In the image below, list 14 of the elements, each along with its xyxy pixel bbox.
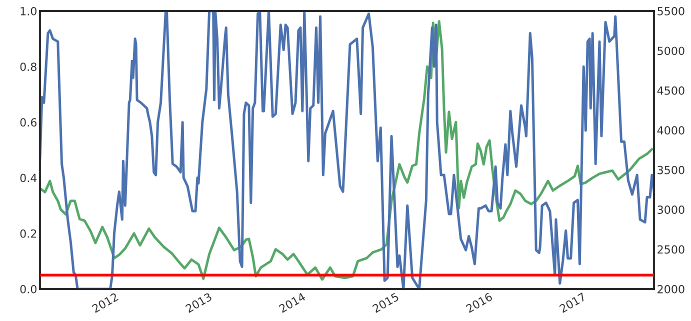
y2-tick-label: 5000 — [658, 46, 684, 56]
y2-tick-label: 2000 — [658, 284, 684, 294]
y2-tick-label: 5500 — [658, 6, 684, 16]
y-tick-label: 0.2 — [20, 229, 36, 238]
y-tick-label: 1.0 — [20, 6, 36, 16]
y2-tick-label: 4000 — [657, 126, 684, 135]
y2-tick-label: 2500 — [658, 245, 684, 254]
y-tick-label: 0.6 — [20, 118, 37, 127]
y-tick-label: 0.8 — [20, 62, 36, 71]
y-tick-label: 0.0 — [20, 284, 36, 294]
y2-tick-label: 3500 — [658, 166, 684, 174]
y-tick-label: 0.4 — [20, 174, 37, 182]
y2-tick-label: 3000 — [658, 206, 684, 214]
y2-tick-label: 4500 — [657, 86, 684, 95]
